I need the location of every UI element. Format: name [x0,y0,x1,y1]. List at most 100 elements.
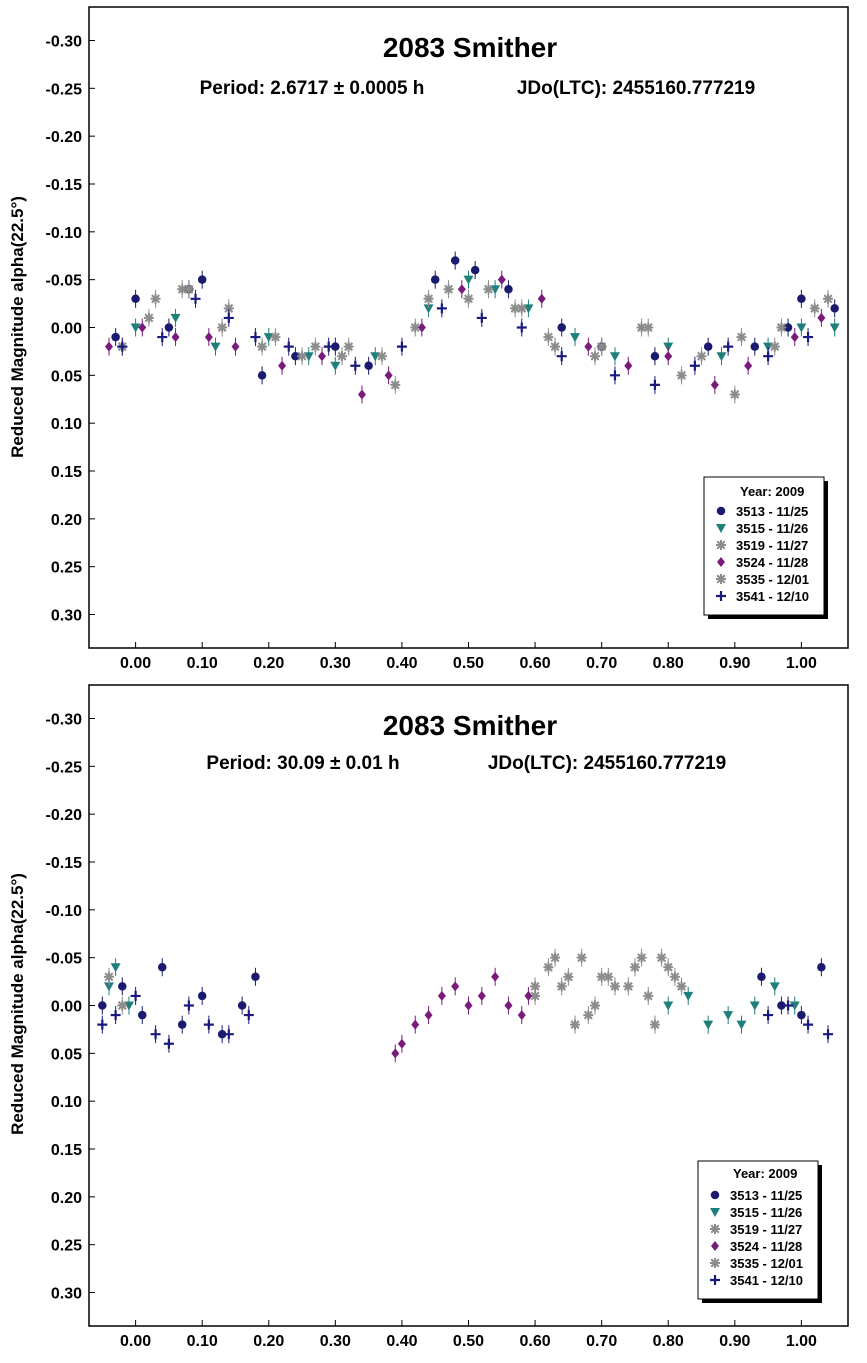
y-tick-label: -0.25 [46,759,83,776]
legend-label: 3535 - 12/01 [730,1256,803,1271]
legend-label: 3535 - 12/01 [736,572,809,587]
y-tick-label: -0.05 [46,273,83,290]
data-point [550,341,561,352]
data-point [223,303,234,314]
data-point [318,351,327,362]
legend-label: 3515 - 11/26 [730,1205,802,1220]
data-point [664,351,673,362]
legend-label: 3541 - 12/10 [736,589,809,604]
data-point [643,990,654,1001]
chart-epoch: JDo(LTC): 2455160.777219 [517,78,755,99]
data-point [397,1038,406,1049]
data-point [491,971,500,982]
data-point [749,1001,760,1011]
data-point [177,1020,187,1029]
data-point [663,342,674,352]
data-point [477,990,486,1001]
legend-marker [716,540,726,550]
data-point [689,360,700,371]
data-point [164,323,174,332]
data-point [663,1001,674,1011]
data-point [543,962,554,973]
y-tick-label: 0.20 [51,512,82,529]
data-point [190,293,201,304]
x-tick-labels: 0.00 0.10 0.20 0.30 0.40 0.50 0.60 0.70 0.80 0.90… [120,642,817,672]
data-point [716,352,727,362]
data-point [177,284,188,295]
data-point [550,952,561,963]
x-tick-label: 0.20 [253,655,284,672]
data-point [530,981,541,992]
data-point [750,342,760,351]
data-point [530,990,541,1001]
data-point [457,284,466,295]
data-point [210,342,221,352]
data-point [676,981,687,992]
data-point [817,962,826,972]
data-point [636,322,647,333]
chart-epoch: JDo(LTC): 2455160.777219 [488,753,726,774]
data-point [330,361,341,371]
y-tick-label: -0.15 [46,855,83,872]
data-point [118,982,127,991]
data-point [557,323,566,332]
data-point [624,360,633,371]
data-point [769,982,780,992]
legend-label: 3513 - 11/25 [730,1188,802,1203]
data-point [423,304,434,314]
data-point [590,1000,600,1011]
data-point [396,341,407,352]
x-tick-label: 0.40 [386,1333,417,1350]
data-point [649,1019,660,1030]
data-point [370,352,381,362]
legend-entries: 3513 - 11/25 3515 - 11/26 3519 - 11/27 3524… [716,504,809,604]
data-point [570,1019,581,1030]
legend-title: Year: 2009 [733,1166,797,1181]
data-point [150,293,161,304]
data-point [150,1029,161,1040]
data-point [443,284,454,295]
data-point [570,333,581,343]
data-point [763,1010,774,1021]
data-point [663,962,674,973]
data-point [204,332,213,343]
data-point [263,333,274,343]
data-point [417,322,426,333]
data-point [464,1000,473,1011]
data-point [729,389,740,400]
data-point [117,1000,128,1011]
data-point [157,962,167,972]
y-tick-labels: -0.30 -0.25 -0.20 -0.15 -0.10 -0.05 0.00 0.05 0.… [46,711,95,1303]
y-tick-label: -0.15 [46,177,83,194]
data-point [783,1000,794,1011]
y-tick-label: 0.05 [51,368,82,385]
x-tick-label: 0.30 [320,655,351,672]
legend-marker [716,574,726,584]
data-point [676,370,687,381]
data-point [829,323,840,333]
legend-label: 3513 - 11/25 [736,504,808,519]
x-tick-label: 0.30 [320,1333,351,1350]
data-point [197,275,207,284]
data-point [683,991,694,1001]
data-point [357,389,366,400]
data-point [584,341,593,352]
legend-label: 3524 - 11/28 [736,555,808,570]
data-point [310,341,321,352]
data-point [596,971,607,982]
data-point [223,312,234,323]
x-tick-label: 0.70 [586,1333,617,1350]
data-point [516,322,527,333]
data-point [337,351,347,362]
data-point [376,351,387,362]
data-point [451,981,460,992]
data-point [769,341,780,352]
x-tick-label: 0.10 [187,655,218,672]
legend: Year: 2009 3513 - 11/25 3515 - 11/26 3519 … [703,476,828,619]
data-point [504,284,513,294]
data-point [823,1029,834,1040]
chart-panel-top: 2083 Smither Period: 2.6717 ± 0.0005 h J… [8,6,849,672]
x-tick-label: 0.80 [653,655,684,672]
data-point [763,351,774,362]
x-tick-label: 0.90 [719,655,750,672]
